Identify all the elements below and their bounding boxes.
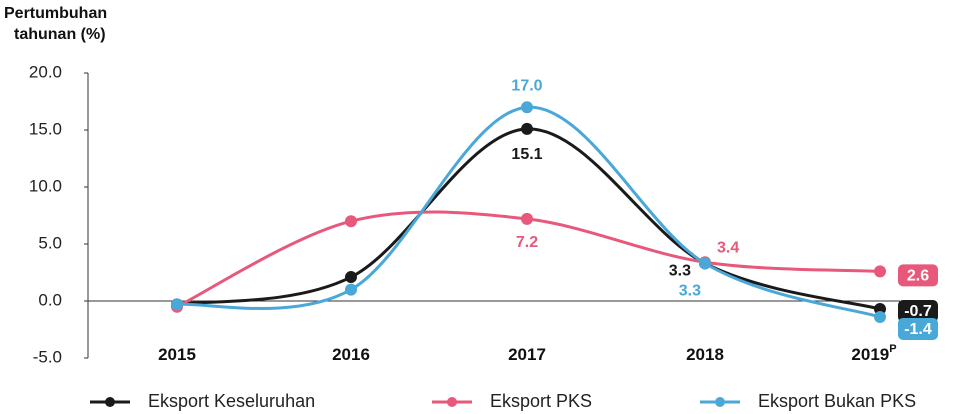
x-tick-label: 2019: [851, 345, 889, 364]
x-tick-label: 2015: [158, 345, 196, 364]
y-tick-label: 0.0: [38, 290, 62, 309]
point: [521, 122, 533, 135]
point: [345, 271, 357, 284]
y-axis-title: tahunan (%): [14, 26, 106, 43]
x-tick-label: 2017: [508, 345, 546, 364]
point: [699, 257, 711, 270]
legend-label: Eksport PKS: [490, 391, 592, 411]
point: [171, 298, 183, 311]
value-label: -1.4: [904, 321, 932, 338]
value-label: -0.7: [904, 303, 932, 320]
x-tick-label: 2018: [686, 345, 724, 364]
value-label: 2.6: [907, 268, 929, 285]
value-label-box: [898, 299, 938, 322]
point: [521, 212, 533, 225]
legend-marker: [715, 397, 725, 407]
legend-label: Eksport Keseluruhan: [148, 391, 315, 411]
x-tick-label: 2017: [508, 345, 546, 364]
legend-label: Eksport Bukan PKS: [758, 391, 916, 411]
legend-marker: [447, 397, 457, 407]
y-axis-title: Pertumbuhan: [4, 5, 107, 22]
x-tick-label: 2019P: [851, 343, 896, 365]
value-label-box: [898, 317, 938, 340]
x-tick-label: 2016: [332, 345, 370, 364]
y-tick-label: -5.0: [33, 347, 62, 366]
x-note: P: [889, 343, 896, 355]
y-tick-label: 10.0: [29, 176, 62, 195]
x-tick-label: 2015: [158, 345, 196, 364]
x-tick-label: 2016: [332, 345, 370, 364]
value-label: 3.4: [717, 239, 739, 256]
value-label-box: [898, 264, 938, 287]
value-label: 7.2: [516, 234, 538, 251]
point: [521, 101, 533, 114]
line: [176, 105, 881, 319]
value-label: 17.0: [511, 77, 542, 94]
point: [345, 215, 357, 228]
x-tick-label: 2018: [686, 345, 724, 364]
y-tick-label: 15.0: [29, 119, 62, 138]
value-label: 3.3: [679, 283, 701, 300]
y-tick-label: 5.0: [38, 233, 62, 252]
point: [345, 283, 357, 296]
point: [874, 265, 886, 278]
value-label: 15.1: [511, 146, 542, 163]
y-tick-label: 20.0: [29, 62, 62, 81]
value-label: 3.3: [669, 263, 691, 280]
point: [874, 310, 886, 323]
legend-marker: [105, 397, 115, 407]
